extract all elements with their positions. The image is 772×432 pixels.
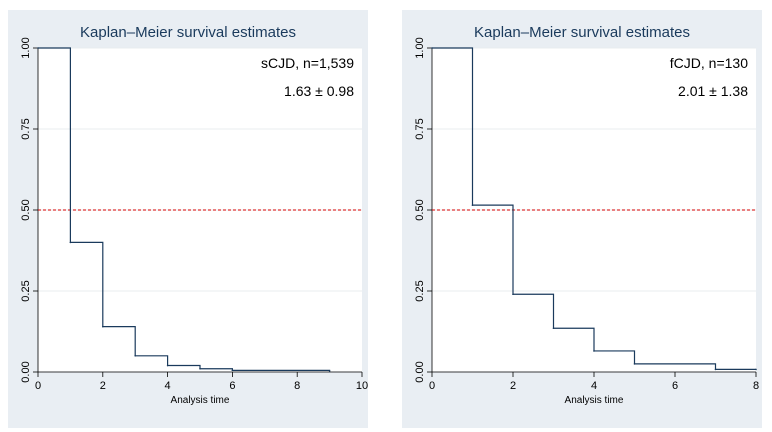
x-axis-title: Analysis time xyxy=(565,395,624,406)
x-tick-label-2: 4 xyxy=(591,380,597,392)
x-tick-label-3: 6 xyxy=(229,380,235,392)
survival-point-1 xyxy=(69,241,72,244)
y-tick-label-2: 0.50 xyxy=(414,199,426,220)
x-tick-label-4: 8 xyxy=(294,380,300,392)
annotation-1: 1.63 ± 0.98 xyxy=(284,83,354,99)
survival-point-6 xyxy=(231,369,234,372)
y-tick-label-4: 1.00 xyxy=(20,37,32,58)
km-chart-fcjd: Kaplan–Meier survival estimates 0.00 0.25 0… xyxy=(402,10,762,428)
x-tick-label-1: 2 xyxy=(510,380,516,392)
y-tick-label-0: 0.00 xyxy=(414,361,426,382)
y-tick-label-1: 0.25 xyxy=(20,280,32,301)
survival-point-2 xyxy=(512,293,514,296)
y-tick-label-4: 1.00 xyxy=(414,37,426,58)
survival-point-7 xyxy=(328,370,331,372)
y-tick-label-3: 0.75 xyxy=(20,118,32,139)
y-tick-label-3: 0.75 xyxy=(414,118,426,139)
survival-point-5 xyxy=(199,367,201,370)
survival-point-2 xyxy=(102,325,104,328)
annotation-1: 2.01 ± 1.38 xyxy=(678,83,748,99)
survival-point-0 xyxy=(431,47,433,49)
survival-point-3 xyxy=(552,327,555,330)
x-tick-label-0: 0 xyxy=(429,380,435,392)
km-chart-scjd: Kaplan–Meier survival estimates 0.00 0.25 0… xyxy=(8,10,368,428)
x-tick-label-5: 10 xyxy=(356,380,368,392)
km-chart-scjd-svg: Kaplan–Meier survival estimates 0.00 0.25 0… xyxy=(20,24,368,406)
annotation-0: sCJD, n=1,539 xyxy=(261,55,354,71)
survival-point-1 xyxy=(471,204,474,206)
survival-point-4 xyxy=(166,364,169,367)
x-tick-label-1: 2 xyxy=(100,380,106,392)
chart-title: Kaplan–Meier survival estimates xyxy=(80,24,296,41)
km-chart-fcjd-svg: Kaplan–Meier survival estimates 0.00 0.25 0… xyxy=(414,24,759,406)
x-tick-label-4: 8 xyxy=(753,380,759,392)
x-tick-label-0: 0 xyxy=(35,380,41,392)
x-tick-label-2: 4 xyxy=(165,380,171,392)
annotation-0: fCJD, n=130 xyxy=(670,55,748,71)
x-tick-label-3: 6 xyxy=(672,380,678,392)
survival-point-3 xyxy=(134,355,136,357)
y-tick-label-0: 0.00 xyxy=(20,361,32,382)
survival-point-7 xyxy=(755,368,757,371)
survival-point-5 xyxy=(633,363,636,365)
x-axis-title: Analysis time xyxy=(171,395,230,406)
survival-point-6 xyxy=(714,368,717,371)
y-tick-label-1: 0.25 xyxy=(414,280,426,301)
survival-step-line xyxy=(432,47,756,371)
y-tick-label-2: 0.50 xyxy=(20,199,32,220)
survival-point-0 xyxy=(37,47,39,49)
chart-title: Kaplan–Meier survival estimates xyxy=(474,24,690,41)
survival-point-4 xyxy=(593,350,595,352)
